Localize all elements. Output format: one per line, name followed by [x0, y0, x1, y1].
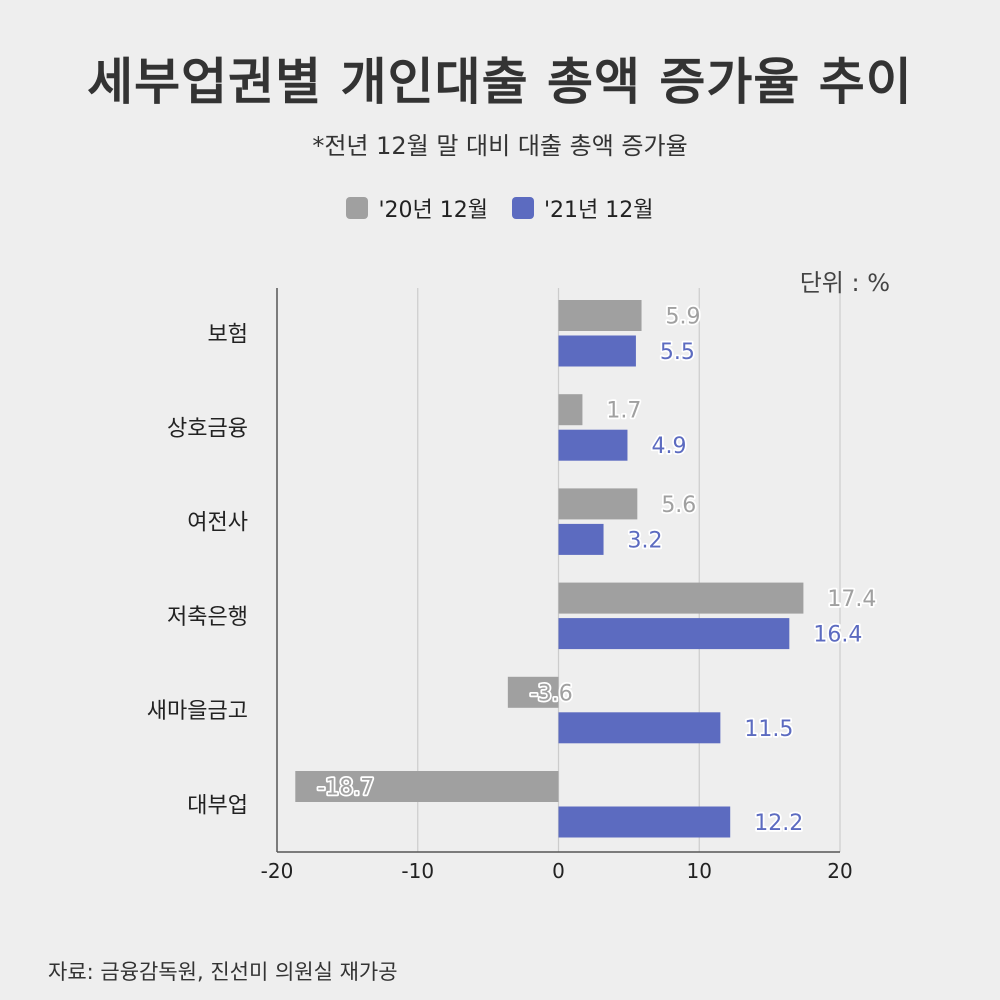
category-label: 대부업	[187, 793, 248, 818]
data-label: 12.2	[754, 811, 803, 836]
legend-label-2020: '20년 12월	[378, 198, 488, 223]
grid-lines	[417, 288, 841, 852]
data-label: 4.9	[651, 434, 686, 459]
x-tick-label: 0	[552, 859, 565, 883]
x-tick-label: -20	[261, 859, 294, 883]
category-label: 저축은행	[167, 605, 248, 630]
category-label: 보험	[208, 322, 248, 347]
x-tick-label: 20	[827, 859, 852, 883]
bar-2021	[558, 335, 636, 367]
data-label: 17.4	[827, 587, 876, 612]
source-note: 자료: 금융감독원, 진선미 의원실 재가공	[48, 960, 398, 984]
bar-2021	[558, 806, 731, 838]
data-label: 5.6	[661, 493, 696, 518]
chart-subtitle: *전년 12월 말 대비 대출 총액 증가율	[312, 132, 688, 160]
labels: -20 -10 0 10 20 단위 : % 보험 5.9 5.5 상호금융 1.7 4.9 여전사 5.…	[147, 269, 890, 883]
category-label: 여전사	[187, 511, 248, 536]
data-label: 16.4	[813, 623, 862, 648]
bars	[295, 300, 804, 838]
bar-2020	[295, 771, 559, 802]
x-tick-label: -10	[401, 859, 434, 883]
data-label: 5.5	[660, 340, 695, 365]
bar-2021	[558, 429, 628, 461]
bar-2020	[507, 676, 559, 708]
bar-2020	[558, 488, 638, 520]
legend-swatch-2020	[346, 197, 369, 219]
bar-2020	[558, 394, 583, 426]
bar-2021	[558, 712, 721, 744]
bar-2021	[558, 523, 604, 555]
unit-label: 단위 : %	[800, 269, 890, 297]
axes	[276, 288, 840, 853]
category-label: 새마을금고	[147, 699, 248, 724]
bar-2020	[558, 300, 642, 331]
data-label: 5.9	[666, 305, 701, 330]
category-label: 상호금융	[167, 416, 248, 441]
bar-2020	[558, 582, 804, 614]
legend-item-2020: '20년 12월	[346, 192, 488, 224]
data-label: 1.7	[606, 399, 641, 424]
bar-2021	[558, 618, 790, 650]
data-label: -3.6	[530, 681, 573, 706]
x-tick-label: 10	[687, 859, 712, 883]
legend-label-2021: '21년 12월	[544, 198, 654, 223]
legend-swatch-2021	[512, 197, 534, 219]
chart-title: 세부업권별 개인대출 총액 증가율 추이	[87, 53, 913, 111]
legend-item-2021: '21년 12월	[512, 192, 654, 224]
data-label: -18.7	[317, 776, 374, 801]
data-label: 11.5	[744, 717, 793, 742]
legend: '20년 12월 '21년 12월	[0, 192, 1000, 224]
data-label: 3.2	[628, 528, 663, 553]
